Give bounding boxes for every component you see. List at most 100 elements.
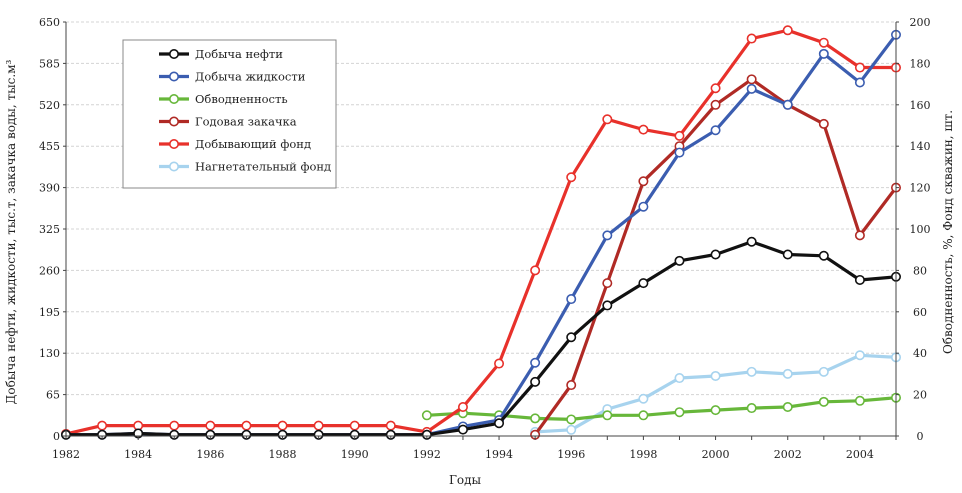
y-right-tick-label: 80 (913, 264, 927, 277)
data-point (566, 294, 577, 305)
data-point (457, 424, 468, 435)
data-point (530, 376, 541, 387)
legend-label: Нагнетательный фонд (195, 160, 331, 174)
data-point (566, 172, 577, 183)
data-point (746, 366, 757, 377)
data-point (674, 407, 685, 418)
y-left-tick-label: 195 (39, 306, 60, 319)
y-right-tick-label: 20 (913, 389, 927, 402)
data-point (746, 33, 757, 44)
y-right-tick-label: 60 (913, 306, 927, 319)
data-point (782, 25, 793, 36)
x-tick-label: 1996 (557, 448, 585, 461)
data-point (674, 373, 685, 384)
data-point (746, 403, 757, 414)
x-tick-label: 1990 (341, 448, 369, 461)
data-point (710, 370, 721, 381)
legend-swatch-marker (169, 161, 180, 172)
y-left-tick-label: 455 (39, 140, 60, 153)
data-point (782, 402, 793, 413)
data-point (566, 380, 577, 391)
data-point (494, 358, 505, 369)
data-point (530, 413, 541, 424)
legend-swatch-marker (169, 94, 180, 105)
data-point (674, 147, 685, 158)
legend-label: Годовая закачка (195, 115, 297, 129)
y-left-tick-label: 325 (39, 223, 60, 236)
data-point (818, 37, 829, 48)
y-right-tick-label: 40 (913, 347, 927, 360)
y-right-tick-label: 200 (910, 16, 931, 29)
y-axis-right-title: Обводненность, %, Фонд скважин, шт. (941, 110, 955, 354)
y-left-tick-label: 390 (39, 182, 60, 195)
tick-labels: 0 0 65 20 130 40 195 60 260 80 325 100 390 120 455 140 5… (39, 16, 931, 461)
data-point (854, 62, 865, 73)
legend-swatch-marker (169, 48, 180, 59)
data-point (854, 350, 865, 361)
data-point (602, 410, 613, 421)
data-point (854, 77, 865, 88)
y-left-tick-label: 0 (53, 430, 60, 443)
data-point (457, 402, 468, 413)
x-tick-label: 1992 (413, 448, 441, 461)
x-tick-label: 2000 (702, 448, 730, 461)
series-layer (60, 25, 901, 440)
y-right-tick-label: 120 (910, 182, 931, 195)
x-tick-label: 2004 (846, 448, 874, 461)
x-tick-label: 1998 (629, 448, 657, 461)
y-left-tick-label: 260 (39, 264, 60, 277)
legend: Добыча нефти Добыча жидкости Обводненность… (122, 39, 337, 189)
data-point (854, 274, 865, 285)
data-point (566, 424, 577, 435)
y-left-tick-label: 585 (39, 57, 60, 70)
data-point (710, 99, 721, 110)
data-point (638, 201, 649, 212)
data-point (638, 176, 649, 187)
series-line (535, 353, 897, 434)
legend-swatch-marker (169, 71, 180, 82)
data-point (674, 255, 685, 266)
x-tick-label: 1982 (52, 448, 80, 461)
data-point (818, 396, 829, 407)
legend-label: Добыча жидкости (195, 70, 306, 84)
data-point (782, 99, 793, 110)
y-right-tick-label: 140 (910, 140, 931, 153)
data-point (710, 249, 721, 260)
data-point (854, 230, 865, 241)
x-tick-label: 1988 (269, 448, 297, 461)
data-point (349, 420, 360, 431)
data-point (602, 230, 613, 241)
y-left-tick-label: 130 (39, 347, 60, 360)
data-point (530, 265, 541, 276)
legend-swatch-marker (169, 116, 180, 127)
data-point (638, 278, 649, 289)
x-tick-label: 1986 (196, 448, 224, 461)
data-point (241, 420, 252, 431)
legend-label: Добыча нефти (195, 47, 283, 61)
x-axis-title: Годы (449, 473, 482, 487)
data-point (746, 83, 757, 94)
series-5 (530, 350, 901, 437)
y-right-tick-label: 160 (910, 99, 931, 112)
data-point (566, 414, 577, 425)
data-point (818, 366, 829, 377)
series-line (65, 28, 896, 436)
data-point (746, 74, 757, 85)
data-point (566, 332, 577, 343)
data-point (818, 118, 829, 129)
legend-item: Обводненность (159, 92, 288, 106)
legend-label: Обводненность (195, 92, 288, 106)
data-point (710, 83, 721, 94)
data-point (205, 420, 216, 431)
legend-item: Нагнетательный фонд (159, 160, 331, 174)
data-point (854, 395, 865, 406)
legend-box (122, 39, 337, 189)
y-right-tick-label: 180 (910, 57, 931, 70)
data-point (710, 125, 721, 136)
data-point (818, 48, 829, 59)
gridlines (66, 21, 896, 396)
series-0 (60, 236, 901, 440)
data-point (782, 249, 793, 260)
data-point (602, 114, 613, 125)
